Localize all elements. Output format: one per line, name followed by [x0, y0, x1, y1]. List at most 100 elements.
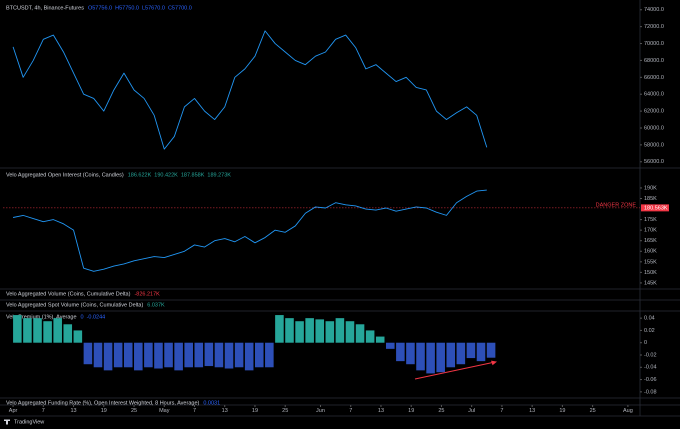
premium-bar	[375, 336, 385, 343]
x-tick-label: May	[159, 408, 170, 414]
premium-bar	[63, 324, 73, 343]
y-tick-label: 0.04	[644, 316, 655, 322]
premium-bar	[476, 342, 486, 362]
premium-bar	[113, 342, 123, 368]
premium-bar	[325, 321, 335, 343]
premium-bar	[23, 318, 32, 343]
premium-bar	[335, 318, 345, 343]
premium-bar	[406, 342, 415, 365]
y-tick-label: -0.08	[644, 389, 657, 395]
premium-bar	[224, 342, 234, 369]
y-tick-label: 64000.0	[644, 92, 664, 98]
danger-value-label: 180.563K	[644, 205, 668, 211]
premium-bar	[365, 330, 375, 343]
y-tick-label: 70000.0	[644, 41, 664, 47]
y-tick-label: 56000.0	[644, 159, 664, 165]
y-tick-label: 68000.0	[644, 58, 664, 64]
y-tick-label: 190K	[644, 185, 657, 191]
x-tick-label: 13	[222, 408, 228, 414]
pane-title: Velo Aggregated Spot Volume (Coins, Cumu…	[6, 302, 143, 308]
y-tick-label: 185K	[644, 196, 657, 202]
x-tick-label: 19	[408, 408, 414, 414]
pane-readout: 0	[81, 314, 84, 320]
x-tick-label: Jul	[468, 408, 475, 414]
premium-bar	[456, 342, 466, 365]
premium-bar	[174, 342, 183, 371]
y-tick-label: 0.02	[644, 328, 655, 334]
pane-title: BTCUSDT, 4h, Binance-Futures	[6, 5, 84, 11]
y-tick-label: -0.04	[644, 365, 657, 371]
premium-bar	[214, 342, 224, 368]
y-tick-label: 62000.0	[644, 109, 664, 115]
premium-bar	[53, 318, 62, 343]
premium-bar	[416, 342, 425, 371]
y-tick-label: 175K	[644, 217, 657, 223]
y-tick-label: -0.06	[644, 377, 657, 383]
premium-bar	[73, 330, 83, 343]
pane-readout: O57756.0	[88, 5, 112, 11]
premium-bar	[345, 321, 355, 343]
x-tick-label: Aug	[623, 408, 633, 414]
pane-readout: C57700.0	[168, 5, 192, 11]
y-tick-label: 160K	[644, 249, 657, 255]
premium-bar	[446, 342, 456, 368]
premium-bar	[355, 324, 365, 343]
premium-bar	[33, 318, 42, 343]
premium-bar	[315, 319, 325, 343]
premium-bar	[123, 342, 133, 368]
arrow-line	[414, 361, 496, 380]
pane-readout: -0.0244	[87, 314, 106, 320]
premium-bar	[305, 318, 314, 343]
x-tick-label: 25	[438, 408, 444, 414]
x-tick-label: 13	[529, 408, 535, 414]
pane-readout: 190.422K	[154, 172, 178, 178]
x-tick-label: 7	[349, 408, 352, 414]
premium-bar	[466, 342, 476, 359]
series-line	[12, 30, 488, 150]
premium-bar	[43, 321, 52, 343]
x-tick-label: 7	[42, 408, 45, 414]
x-tick-label: Jun	[316, 408, 325, 414]
x-tick-label: 7	[500, 408, 503, 414]
x-tick-label: 13	[70, 408, 76, 414]
y-tick-label: 60000.0	[644, 125, 664, 131]
premium-bar	[154, 342, 163, 369]
premium-bar	[285, 318, 294, 343]
x-tick-label: 25	[282, 408, 288, 414]
premium-bar	[144, 342, 153, 368]
premium-bar	[13, 315, 22, 343]
premium-bar	[83, 342, 93, 365]
y-tick-label: 72000.0	[644, 24, 664, 30]
y-tick-label: 58000.0	[644, 142, 664, 148]
premium-bar	[295, 321, 304, 343]
pane-title: Velo Aggregated Funding Rate (%), Open I…	[6, 400, 199, 406]
y-tick-label: 170K	[644, 228, 657, 234]
x-tick-label: 25	[590, 408, 596, 414]
premium-bar	[386, 342, 395, 349]
series-line	[12, 189, 487, 272]
premium-bar	[244, 342, 254, 371]
premium-bar	[486, 342, 496, 358]
footer-brand: TradingView	[14, 419, 44, 425]
x-tick-label: 19	[101, 408, 107, 414]
premium-bar	[93, 342, 103, 368]
x-tick-label: Apr	[9, 408, 18, 414]
pane-readout: 186.622K	[128, 172, 152, 178]
x-tick-label: 25	[131, 408, 137, 414]
premium-bar	[426, 342, 435, 374]
premium-bar	[396, 342, 405, 362]
premium-bar	[164, 342, 173, 368]
y-tick-label: -0.02	[644, 352, 657, 358]
y-tick-label: 165K	[644, 238, 657, 244]
premium-bar	[204, 342, 214, 367]
danger-label: DANGER ZONE	[596, 202, 637, 208]
pane-title: Velo Premium (1%), Average	[6, 314, 77, 320]
premium-bar	[254, 342, 264, 368]
premium-bar	[134, 342, 143, 371]
y-tick-label: 150K	[644, 270, 657, 276]
pane-title: Velo Aggregated Volume (Coins, Cumulativ…	[6, 291, 131, 297]
pane-readout: 6.037K	[147, 302, 165, 308]
y-tick-label: 145K	[644, 280, 657, 286]
y-tick-label: 74000.0	[644, 7, 664, 13]
